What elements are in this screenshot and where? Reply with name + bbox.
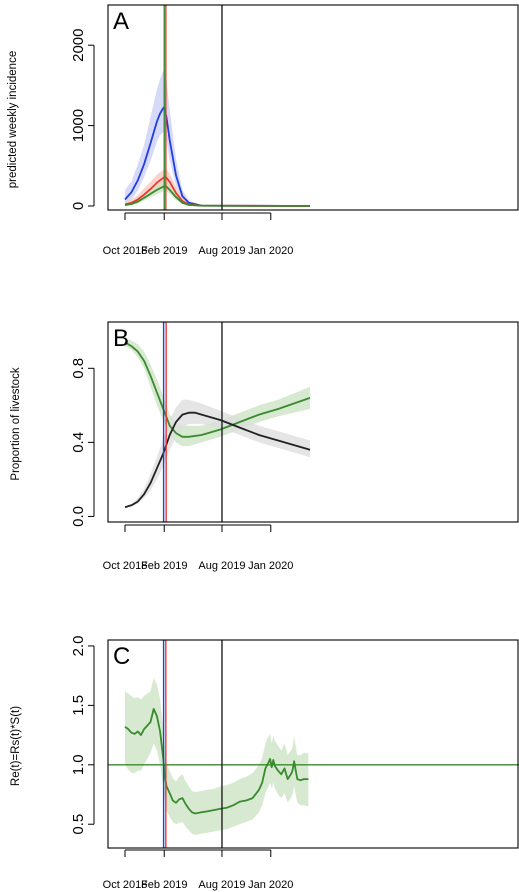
panel-B: B 0.0 0.4 0.8 Proportion of livestock Oct 201… bbox=[10, 321, 519, 572]
x-tick-label: Feb 2019 bbox=[141, 879, 187, 891]
y-tick-label: 1.5 bbox=[70, 695, 87, 716]
y-tick-label: 2000 bbox=[70, 29, 87, 62]
x-tick-label: Oct 2018 bbox=[103, 879, 148, 891]
x-tick-label: Aug 2019 bbox=[198, 560, 245, 572]
y-tick-label: 1.0 bbox=[70, 754, 87, 775]
x-tick-label: Jan 2020 bbox=[248, 245, 293, 257]
panel-letter: B bbox=[113, 325, 129, 352]
y-axis-title: predicted weekly incidence bbox=[7, 51, 19, 188]
series-line-green bbox=[124, 708, 309, 815]
x-tick-label: Oct 2018 bbox=[103, 245, 148, 257]
x-tick-label: Aug 2019 bbox=[198, 245, 245, 257]
confidence-band-green bbox=[125, 678, 309, 835]
panel-letter: A bbox=[113, 8, 129, 35]
x-tick-label: Aug 2019 bbox=[198, 879, 245, 891]
confidence-band-red bbox=[125, 168, 310, 206]
y-tick-label: 0.0 bbox=[70, 506, 87, 527]
panel-C: C 0.5 1.0 1.5 2.0 Re(t)=Rs(t)*S(t) Oct 2018Feb… bbox=[10, 636, 519, 891]
panel-letter: C bbox=[113, 643, 130, 670]
x-tick-label: Jan 2020 bbox=[248, 879, 293, 891]
series-line-black bbox=[124, 411, 311, 509]
x-tick-label: Jan 2020 bbox=[248, 560, 293, 572]
x-tick-label: Oct 2018 bbox=[103, 560, 148, 572]
y-tick-label: 0.5 bbox=[70, 814, 87, 835]
y-tick-label: 0.4 bbox=[70, 432, 87, 453]
y-axis-title: Proportion of livestock bbox=[10, 367, 22, 480]
series-line-green bbox=[124, 341, 311, 438]
plot-frame bbox=[107, 639, 519, 849]
panel-A: A 0 1000 2000 predicted weekly incidence Oct … bbox=[7, 4, 519, 257]
y-tick-label: 0 bbox=[70, 202, 87, 210]
plot-frame bbox=[107, 321, 519, 523]
y-tick-label: 1000 bbox=[70, 109, 87, 142]
plot-frame bbox=[107, 4, 519, 211]
y-tick-label: 0.8 bbox=[70, 358, 87, 379]
y-axis-title: Re(t)=Rs(t)*S(t) bbox=[10, 706, 22, 786]
y-tick-label: 2.0 bbox=[70, 636, 87, 657]
confidence-band-black bbox=[125, 399, 310, 508]
confidence-band-green bbox=[125, 181, 310, 206]
x-tick-label: Feb 2019 bbox=[141, 560, 187, 572]
x-tick-label: Feb 2019 bbox=[141, 245, 187, 257]
